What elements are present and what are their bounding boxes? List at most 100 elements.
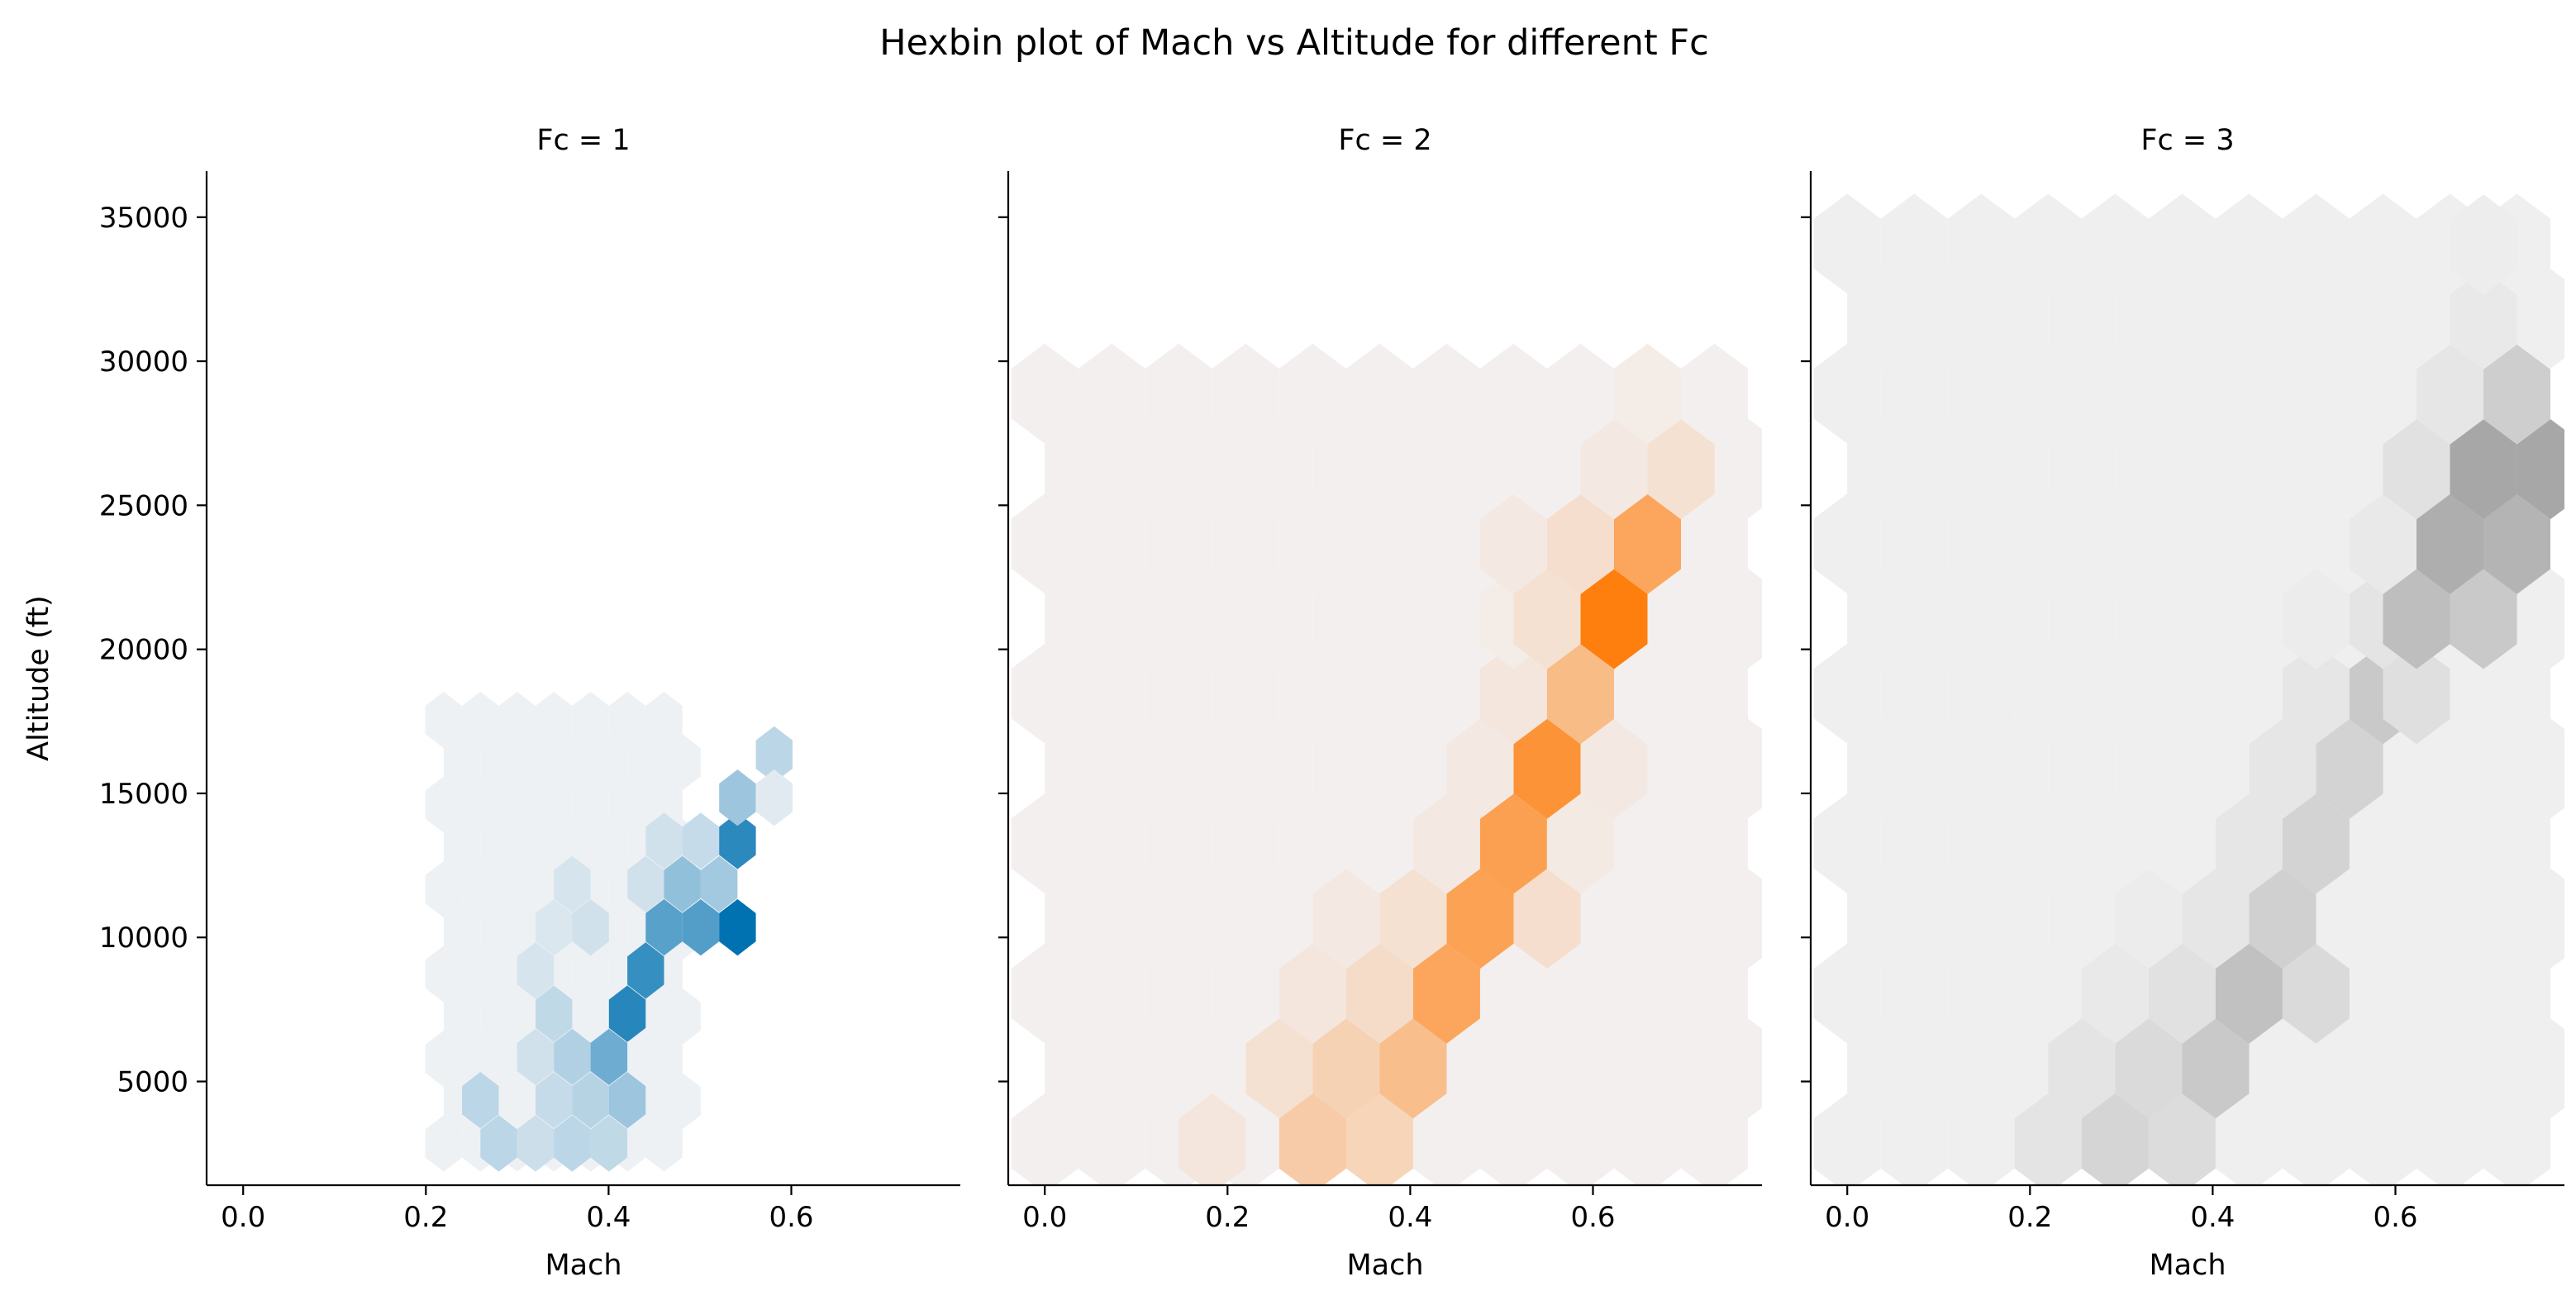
y-tick-label: 25000: [99, 489, 188, 522]
hex-cell-background: [2215, 643, 2283, 744]
hex-cell-background: [2081, 493, 2149, 594]
hex-cell-background: [645, 691, 683, 749]
hex-cell-background: [498, 860, 536, 918]
hex-cell-background: [2014, 193, 2082, 294]
hex-cell-background: [1178, 868, 1246, 969]
hex-cell: [608, 985, 646, 1042]
hex-cell-background: [2516, 1018, 2564, 1119]
hex-cell-background: [1345, 493, 1413, 594]
hex-cell-background: [1914, 569, 1982, 669]
hex-cell: [1278, 1093, 1346, 1185]
hex-cell-background: [2383, 1018, 2450, 1119]
hex-cell-background: [2249, 418, 2316, 519]
hex-cell-background: [1178, 1018, 1246, 1119]
hex-cell-background: [1947, 1093, 2015, 1185]
figure-title: Hexbin plot of Mach vs Altitude for diff…: [879, 22, 1709, 64]
hex-cell-background: [1112, 718, 1179, 819]
hex-cell-background: [1245, 718, 1313, 819]
hex-cell-background: [1145, 943, 1212, 1044]
hex-cell-background: [1981, 868, 2049, 969]
hex-cell-background: [517, 734, 555, 791]
hex-cell: [2148, 1093, 2216, 1185]
facet-grid: 0.0 0.2 0.4 0.6 5000 10000 15000 20000 25000 3000…: [22, 124, 2564, 1282]
hex-cell-background: [554, 734, 591, 791]
hex-cell: [2148, 943, 2216, 1044]
hex-cell-background: [1011, 793, 1078, 894]
hex-cell-background: [480, 988, 517, 1045]
hex-cell-background: [1312, 569, 1380, 669]
hex-cell-background: [1813, 493, 1881, 594]
hex-cell-background: [1045, 418, 1112, 519]
hex-cell-background: [2048, 569, 2116, 669]
hex-cell-background: [1145, 793, 1212, 894]
hex-cell-background: [1813, 643, 1881, 744]
hex-cell-background: [2450, 868, 2517, 969]
hex-cell-background: [2182, 418, 2250, 519]
hex-cell: [1580, 718, 1648, 819]
hex-cell-background: [1412, 493, 1480, 594]
hex-cell-background: [480, 903, 517, 960]
hex-cell-background: [1681, 943, 1748, 1044]
hex-cell-background: [2115, 569, 2183, 669]
hex-cell-background: [1847, 868, 1915, 969]
hex-cell-background: [2383, 718, 2450, 819]
hex-cell: [1546, 644, 1614, 745]
hex-cell-background: [1880, 793, 1948, 894]
hex-cell-background: [2316, 418, 2383, 519]
x-tick-label: 0.6: [769, 1201, 813, 1234]
hex-cell-background: [462, 691, 499, 749]
hex-cell: [1446, 718, 1514, 819]
hex-cell: [2450, 194, 2517, 295]
hex-cell-background: [2516, 569, 2564, 669]
x-axis-label: Mach: [545, 1249, 621, 1282]
hex-cell: [2249, 718, 2316, 819]
hex-cell-background: [1880, 193, 1948, 294]
hex-cell-background: [1479, 343, 1547, 444]
hex-cell-background: [1546, 343, 1614, 444]
hex-cell-background: [1981, 569, 2049, 669]
hex-cell-background: [425, 946, 463, 1003]
hex-cell-background: [2483, 643, 2550, 744]
hex-cell: [1278, 943, 1346, 1044]
hex-cell-background: [2483, 1093, 2550, 1185]
hex-cell: [1446, 869, 1514, 969]
hex-cell-background: [1813, 1093, 1881, 1185]
hex-cell-background: [2014, 793, 2082, 894]
hex-cell-background: [2416, 943, 2483, 1044]
y-tick-label: 20000: [99, 634, 188, 667]
hex-cell: [719, 898, 756, 956]
hex-cell-background: [1681, 493, 1748, 594]
hex-cell-background: [1212, 493, 1279, 594]
hex-cell-background: [590, 818, 628, 875]
hex-cell-background: [1412, 343, 1480, 444]
hex-cell-background: [1312, 718, 1380, 819]
hex-cell: [1345, 943, 1413, 1044]
hex-cell: [554, 855, 591, 912]
hex-cell-background: [2450, 1018, 2517, 1119]
hex-cell: [2115, 869, 2183, 969]
hex-cell-background: [498, 776, 536, 833]
hex-cell-background: [2316, 868, 2383, 969]
hex-cell-background: [1479, 1093, 1547, 1185]
hex-cell-background: [2450, 718, 2517, 819]
hex-cell: [664, 855, 701, 912]
hex-cell-background: [1078, 493, 1145, 594]
hex-cell: [755, 726, 793, 783]
hexbin-cells: [1011, 343, 1762, 1185]
hex-cell-background: [2282, 493, 2350, 594]
hex-cell-background: [1446, 1018, 1514, 1119]
hex-cell: [517, 1115, 555, 1172]
hex-cell-background: [1947, 193, 2015, 294]
hex-cell-background: [1513, 418, 1581, 519]
x-axis-label: Mach: [2149, 1249, 2226, 1282]
hex-cell-background: [1847, 569, 1915, 669]
hex-cell: [2282, 943, 2350, 1044]
hex-cell-background: [1614, 643, 1681, 744]
hex-cell-background: [1513, 1018, 1581, 1119]
hex-cell: [1479, 644, 1547, 745]
hex-cell: [1312, 869, 1380, 969]
hex-cell-background: [1278, 493, 1346, 594]
hex-cell-background: [1145, 643, 1212, 744]
hex-cell-background: [2416, 793, 2483, 894]
